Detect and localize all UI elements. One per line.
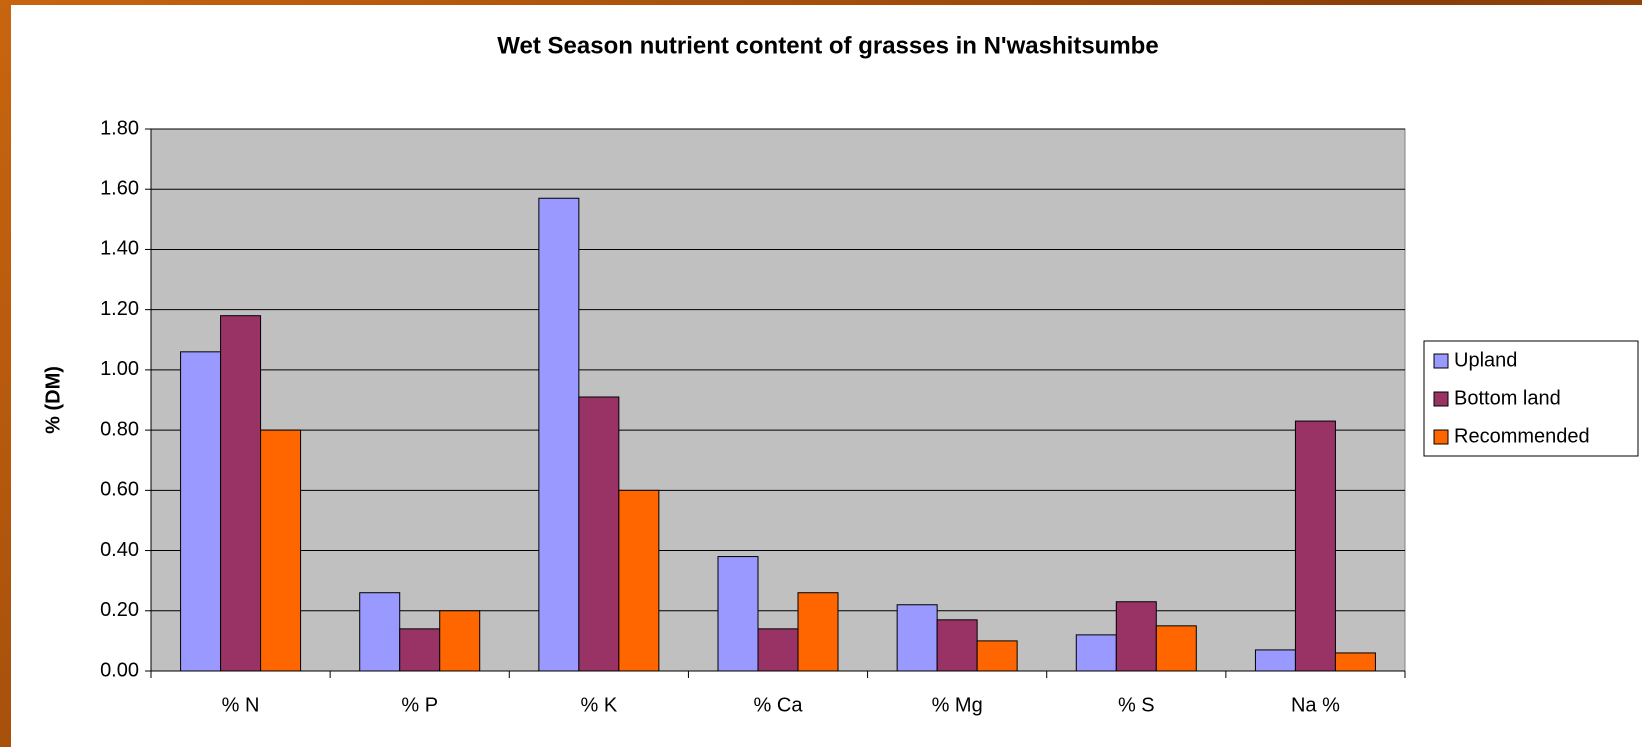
x-tick-label: % S xyxy=(1118,694,1155,716)
bar xyxy=(1075,634,1117,672)
bar xyxy=(1334,652,1376,672)
bar xyxy=(896,604,938,672)
y-tick-label: 0.60 xyxy=(100,479,139,501)
y-tick-label: 1.20 xyxy=(100,298,139,320)
legend-swatch xyxy=(1433,429,1449,445)
y-tick-label: 0.80 xyxy=(100,418,139,440)
x-tick-label: Na % xyxy=(1291,694,1340,716)
bar xyxy=(618,489,660,672)
legend-label: Upland xyxy=(1454,349,1517,371)
bar xyxy=(1155,625,1197,672)
y-tick-label: 0.00 xyxy=(100,659,139,681)
bar xyxy=(797,592,839,672)
y-tick-label: 0.20 xyxy=(100,599,139,621)
x-tick-label: % Ca xyxy=(754,694,804,716)
y-tick-label: 1.80 xyxy=(100,117,139,139)
legend-swatch xyxy=(1433,391,1449,407)
plot-area xyxy=(150,128,1406,672)
chart-title: Wet Season nutrient content of grasses i… xyxy=(497,32,1158,59)
y-axis-label: % (DM) xyxy=(42,366,64,434)
bar xyxy=(260,429,302,672)
bar xyxy=(757,628,799,672)
bar xyxy=(1254,649,1296,672)
bar xyxy=(717,556,759,672)
bar xyxy=(936,619,978,672)
x-tick-label: % Mg xyxy=(932,694,983,716)
y-tick-label: 1.00 xyxy=(100,358,139,380)
bar xyxy=(359,592,401,672)
legend-box xyxy=(1423,340,1639,457)
legend-label: Bottom land xyxy=(1454,387,1561,409)
x-tick-label: % N xyxy=(222,694,260,716)
x-tick-label: % P xyxy=(401,694,438,716)
y-tick-label: 0.40 xyxy=(100,539,139,561)
bar xyxy=(1115,601,1157,672)
bar xyxy=(1294,420,1336,672)
legend-label: Recommended xyxy=(1454,425,1590,447)
bar xyxy=(976,640,1018,672)
y-tick-label: 1.60 xyxy=(100,178,139,200)
bar xyxy=(578,396,620,672)
bar xyxy=(220,315,262,672)
x-tick-label: % K xyxy=(581,694,618,716)
bar xyxy=(180,351,222,672)
bar xyxy=(399,628,441,672)
bar xyxy=(538,197,580,672)
y-tick-label: 1.40 xyxy=(100,238,139,260)
legend-swatch xyxy=(1433,353,1449,369)
bar xyxy=(439,610,481,672)
